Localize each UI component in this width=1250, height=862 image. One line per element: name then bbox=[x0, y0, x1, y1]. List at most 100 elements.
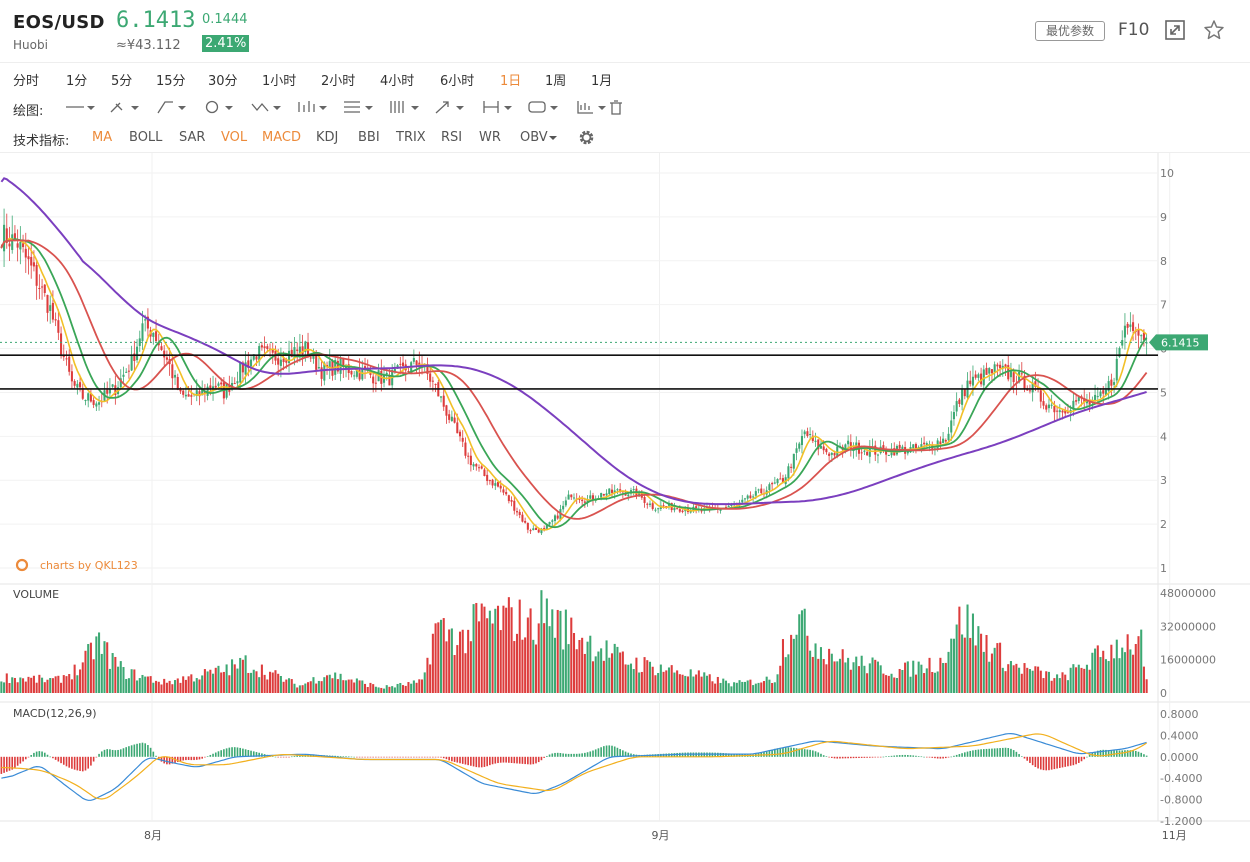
volume-bar bbox=[798, 614, 801, 693]
period-8[interactable]: 6小时 bbox=[440, 74, 475, 89]
candle-body bbox=[236, 381, 239, 384]
volume-bar bbox=[27, 676, 30, 693]
volume-bar bbox=[876, 661, 879, 693]
pen-tool-icon[interactable] bbox=[108, 98, 144, 116]
indicator-wr[interactable]: WR bbox=[479, 130, 501, 145]
arrow-tool-icon[interactable] bbox=[433, 98, 469, 116]
macd-histogram-bar bbox=[508, 756, 510, 763]
optimal-params-button[interactable]: 最优参数 bbox=[1035, 21, 1105, 41]
ray-tool-icon[interactable] bbox=[155, 98, 191, 116]
text-tool-icon[interactable] bbox=[527, 98, 563, 116]
period-1[interactable]: 1分 bbox=[66, 74, 88, 89]
volume-bar bbox=[887, 675, 890, 693]
volume-bar bbox=[971, 613, 974, 693]
candle-body bbox=[974, 374, 977, 378]
candle-body bbox=[1007, 365, 1010, 380]
indicator-vol[interactable]: VOL bbox=[221, 130, 248, 145]
indicator-trix[interactable]: TRIX bbox=[396, 130, 426, 145]
candle-body bbox=[719, 508, 722, 511]
indicator-rsi[interactable]: RSI bbox=[441, 130, 463, 145]
chevron-down-icon[interactable] bbox=[548, 132, 558, 147]
gear-icon[interactable] bbox=[578, 129, 595, 146]
volume-bar bbox=[610, 653, 614, 693]
macd-histogram-bar bbox=[152, 751, 155, 757]
channel-tool-icon[interactable] bbox=[388, 98, 424, 116]
volume-bar bbox=[49, 678, 52, 693]
period-10[interactable]: 1周 bbox=[545, 74, 567, 89]
macd-histogram-bar bbox=[516, 756, 518, 764]
macd-histogram-bar bbox=[339, 756, 342, 757]
candle-body bbox=[602, 493, 605, 496]
volume-bar bbox=[776, 674, 779, 693]
macd-histogram-bar bbox=[934, 756, 936, 759]
candle-body bbox=[534, 528, 538, 531]
volume-bar bbox=[534, 644, 538, 693]
candle-body bbox=[141, 323, 144, 342]
indicator-kdj[interactable]: KDJ bbox=[316, 130, 339, 145]
expand-icon[interactable] bbox=[1165, 20, 1185, 40]
measure-tool-icon[interactable] bbox=[481, 98, 517, 116]
volume-bar bbox=[60, 682, 63, 693]
candle-body bbox=[106, 389, 109, 394]
period-3[interactable]: 15分 bbox=[156, 74, 186, 89]
candle-body bbox=[689, 511, 692, 513]
indicator-boll[interactable]: BOLL bbox=[129, 130, 163, 145]
volume-bar bbox=[363, 683, 367, 693]
circle-tool-icon[interactable] bbox=[202, 98, 238, 116]
volume-bar bbox=[727, 683, 730, 693]
volume-bar bbox=[431, 633, 434, 693]
period-0[interactable]: 分时 bbox=[13, 74, 40, 89]
macd-histogram-bar bbox=[432, 756, 434, 758]
star-icon[interactable] bbox=[1203, 19, 1225, 41]
f10-button[interactable]: F10 bbox=[1118, 20, 1150, 40]
macd-histogram-bar bbox=[356, 756, 358, 758]
indicator-bbi[interactable]: BBI bbox=[358, 130, 380, 145]
volume-bar bbox=[1110, 644, 1113, 693]
volume-bar bbox=[1066, 680, 1069, 693]
macd-histogram-bar bbox=[1124, 750, 1126, 757]
candle-body bbox=[138, 338, 141, 346]
candle-body bbox=[1045, 405, 1048, 410]
line-tool-icon[interactable] bbox=[64, 98, 100, 116]
macd-histogram-bar bbox=[79, 756, 81, 771]
period-2[interactable]: 5分 bbox=[111, 74, 133, 89]
volume-bar bbox=[54, 676, 57, 693]
candle-body bbox=[382, 375, 386, 383]
indicator-obv[interactable]: OBV bbox=[520, 130, 548, 145]
volume-bar bbox=[117, 666, 120, 693]
volume-bar bbox=[822, 659, 825, 693]
macd-histogram-bar bbox=[212, 753, 214, 757]
macd-histogram-bar bbox=[459, 756, 461, 764]
period-11[interactable]: 1月 bbox=[591, 74, 613, 89]
candle-body bbox=[1115, 358, 1118, 381]
indicator-macd[interactable]: MACD bbox=[262, 130, 301, 145]
candle-body bbox=[399, 363, 402, 365]
pattern-tool-icon[interactable] bbox=[296, 98, 332, 116]
macd-histogram-bar bbox=[206, 756, 209, 757]
period-6[interactable]: 2小时 bbox=[321, 74, 356, 89]
volume-bar bbox=[524, 637, 527, 693]
period-7[interactable]: 4小时 bbox=[380, 74, 415, 89]
fib-tool-icon[interactable] bbox=[342, 98, 378, 116]
trash-icon[interactable] bbox=[606, 98, 622, 116]
volume-bar bbox=[385, 685, 388, 693]
bars-tool-icon[interactable] bbox=[575, 98, 611, 116]
indicator-sar[interactable]: SAR bbox=[179, 130, 206, 145]
macd-histogram-bar bbox=[953, 755, 955, 757]
period-9[interactable]: 1日 bbox=[500, 74, 522, 89]
candle-body bbox=[749, 495, 752, 499]
candle-body bbox=[537, 529, 540, 533]
macd-histogram-bar bbox=[22, 756, 24, 762]
period-5[interactable]: 1小时 bbox=[262, 74, 297, 89]
volume-bar bbox=[754, 683, 757, 693]
period-4[interactable]: 30分 bbox=[208, 74, 238, 89]
macd-histogram-bar bbox=[52, 756, 54, 759]
volume-bar bbox=[909, 676, 912, 693]
candle-body bbox=[393, 368, 396, 372]
indicator-ma[interactable]: MA bbox=[92, 130, 113, 145]
volume-bar bbox=[950, 638, 953, 693]
zigzag-tool-icon[interactable] bbox=[250, 98, 286, 116]
price-tick-label: 1 bbox=[1160, 562, 1167, 575]
